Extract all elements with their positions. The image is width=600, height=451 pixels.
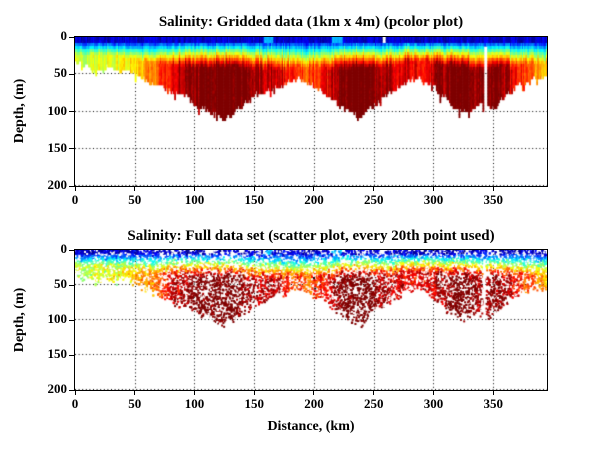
x-tick-label: 150	[244, 396, 264, 411]
y-tick-label: 150	[47, 139, 68, 155]
x-tick-label: 300	[423, 396, 444, 411]
x-tick-label: 150	[244, 192, 264, 207]
x-tick-label: 100	[184, 192, 205, 207]
x-tick-label: 50	[128, 396, 142, 411]
x-tick-mark	[373, 391, 375, 395]
subplot1-title: Salinity: Gridded data (1km x 4m) (pcolo…	[158, 14, 464, 30]
x-tick-label: 300	[423, 192, 444, 207]
x-tick-mark	[253, 187, 255, 191]
y-tick-mark	[69, 354, 74, 356]
x-tick-label: 0	[71, 192, 79, 207]
y-tick-label: 150	[47, 346, 68, 361]
subplot1-axes	[74, 36, 548, 187]
x-tick-label: 350	[483, 396, 503, 411]
x-tick-mark	[492, 187, 494, 191]
subplot2-title: Salinity: Full data set (scatter plot, e…	[127, 228, 495, 244]
subplot2-axes	[74, 249, 548, 391]
x-tick-label: 0	[71, 396, 79, 411]
x-tick-mark	[134, 187, 136, 191]
x-tick-label: 250	[363, 396, 384, 411]
subplot2-ylabel: Depth, (m)	[12, 287, 27, 353]
x-tick-mark	[373, 187, 375, 191]
x-tick-mark	[134, 391, 136, 395]
y-tick-mark	[69, 319, 74, 321]
x-tick-label: 250	[363, 192, 384, 207]
y-tick-label: 0	[60, 241, 68, 256]
x-tick-label: 350	[483, 192, 503, 207]
x-tick-mark	[253, 391, 255, 395]
subplot2-scatter-canvas	[75, 250, 547, 390]
x-axis-label: Distance, (km)	[267, 419, 355, 434]
x-tick-mark	[74, 187, 76, 191]
y-tick-label: 100	[47, 102, 68, 118]
x-tick-mark	[74, 391, 76, 395]
x-tick-mark	[432, 187, 434, 191]
x-tick-label: 200	[304, 192, 324, 207]
x-tick-mark	[432, 391, 434, 395]
x-tick-mark	[193, 391, 195, 395]
y-tick-label: 200	[47, 381, 68, 396]
y-tick-mark	[69, 111, 74, 112]
y-tick-label: 200	[47, 177, 68, 192]
y-tick-label: 50	[54, 65, 67, 81]
subplot1-ylabel: Depth, (m)	[12, 78, 27, 144]
x-tick-mark	[313, 391, 315, 395]
x-tick-label: 200	[304, 396, 324, 411]
y-tick-mark	[69, 249, 74, 251]
subplot1-pcolor-canvas	[75, 37, 547, 186]
x-tick-mark	[313, 187, 315, 191]
x-tick-label: 50	[128, 192, 142, 207]
y-tick-mark	[69, 389, 74, 391]
y-tick-label: 50	[54, 276, 67, 291]
y-tick-mark	[69, 36, 74, 38]
y-tick-mark	[69, 148, 74, 150]
y-tick-mark	[69, 284, 74, 286]
y-tick-mark	[69, 185, 74, 187]
y-tick-label: 100	[47, 311, 68, 326]
x-tick-mark	[492, 391, 494, 395]
y-tick-label: 0	[60, 28, 68, 43]
x-tick-mark	[193, 187, 195, 191]
y-tick-mark	[69, 73, 74, 75]
x-tick-label: 100	[184, 396, 205, 411]
